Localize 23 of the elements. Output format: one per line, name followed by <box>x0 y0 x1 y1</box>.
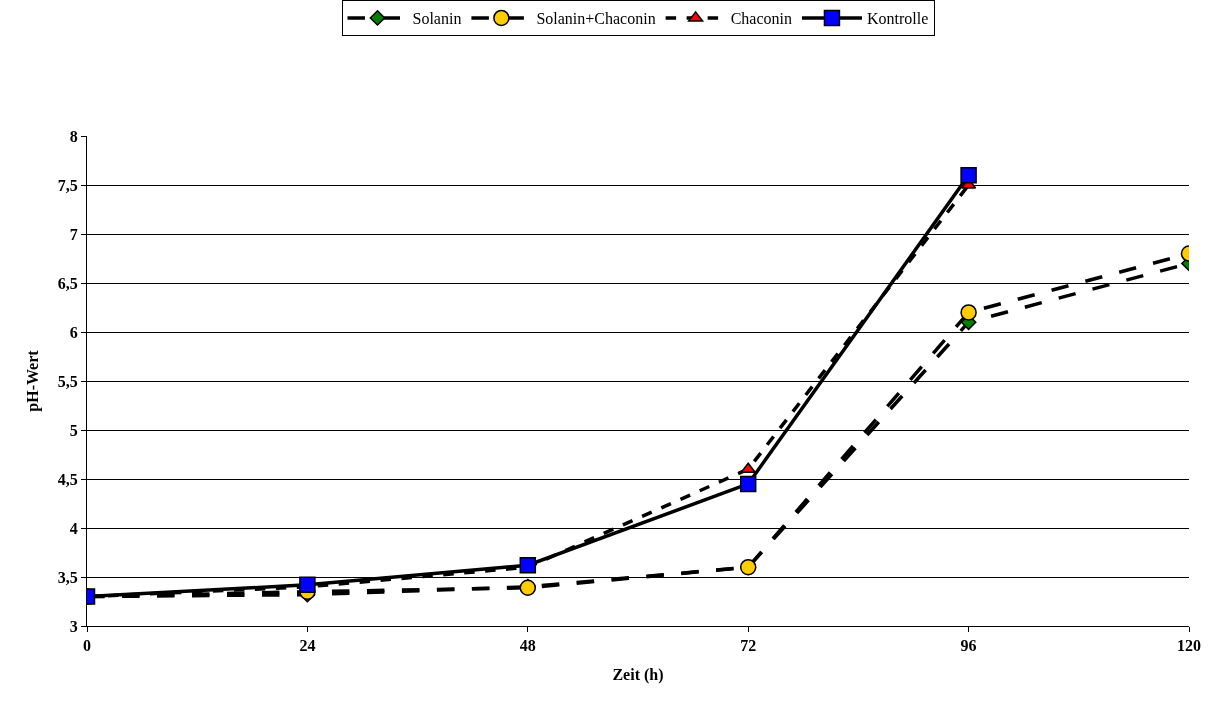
legend-label: Solanin+Chaconin <box>536 10 656 28</box>
y-tick-label: 5,5 <box>57 372 78 390</box>
y-tick-label: 4 <box>69 519 78 537</box>
y-axis-title: pH-Wert <box>23 349 42 412</box>
x-tick-label: 120 <box>1177 637 1201 655</box>
x-tick-label: 72 <box>740 637 757 655</box>
y-tick-label: 4,5 <box>57 470 78 488</box>
x-tick-label: 0 <box>83 637 91 655</box>
x-tick-label: 48 <box>519 637 536 655</box>
y-tick-label: 3,5 <box>57 568 78 586</box>
x-tick-label: 96 <box>960 637 977 655</box>
y-tick-label: 5 <box>69 421 78 439</box>
y-tick-label: 6 <box>69 323 78 341</box>
y-tick-label: 6,5 <box>57 274 78 292</box>
legend-label: Kontrolle <box>866 10 929 28</box>
x-axis-title: Zeit (h) <box>612 665 664 684</box>
y-tick-label: 7,5 <box>57 176 78 194</box>
y-tick-label: 7 <box>69 225 78 243</box>
y-tick-label: 3 <box>69 617 78 635</box>
legend-label: Solanin <box>412 10 462 28</box>
legend-label: Chaconin <box>730 10 792 28</box>
y-tick-label: 8 <box>69 127 78 145</box>
x-tick-label: 24 <box>299 637 316 655</box>
